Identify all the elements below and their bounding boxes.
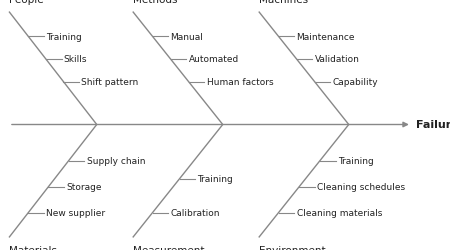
- Text: Training: Training: [46, 33, 82, 42]
- Text: New supplier: New supplier: [46, 208, 105, 217]
- Text: Machines: Machines: [259, 0, 308, 5]
- Text: Validation: Validation: [315, 55, 360, 64]
- Text: Human factors: Human factors: [207, 78, 273, 87]
- Text: Methods: Methods: [133, 0, 177, 5]
- Text: Storage: Storage: [67, 182, 102, 191]
- Text: Measurement: Measurement: [133, 245, 204, 250]
- Text: Environment: Environment: [259, 245, 325, 250]
- Text: Training: Training: [198, 174, 233, 184]
- Text: Shift pattern: Shift pattern: [81, 78, 139, 87]
- Text: Cleaning materials: Cleaning materials: [297, 208, 382, 217]
- Text: Skills: Skills: [64, 55, 87, 64]
- Text: Automated: Automated: [189, 55, 239, 64]
- Text: Capability: Capability: [333, 78, 378, 87]
- Text: Manual: Manual: [171, 33, 203, 42]
- Text: Calibration: Calibration: [171, 208, 220, 217]
- Text: Training: Training: [338, 156, 374, 166]
- Text: Failure: Failure: [416, 120, 450, 130]
- Text: Cleaning schedules: Cleaning schedules: [317, 182, 405, 191]
- Text: Supply chain: Supply chain: [87, 156, 145, 166]
- Text: Maintenance: Maintenance: [297, 33, 355, 42]
- Text: People: People: [9, 0, 44, 5]
- Text: Materials: Materials: [9, 245, 57, 250]
